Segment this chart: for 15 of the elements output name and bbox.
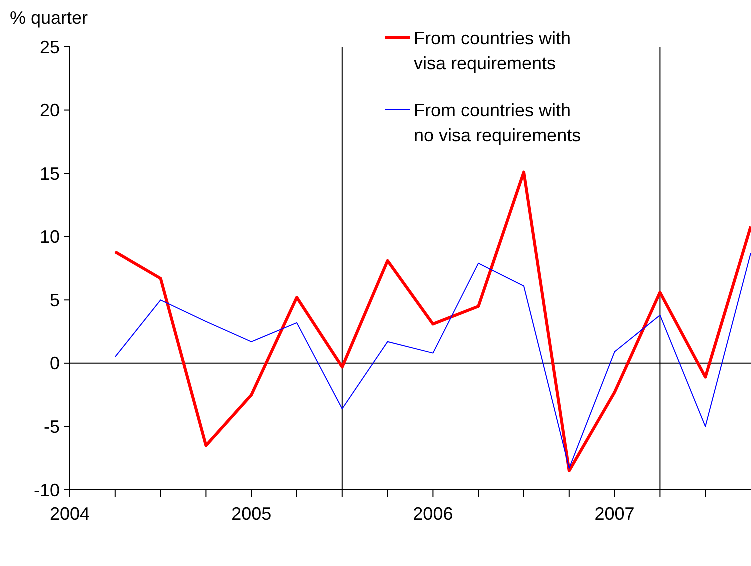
y-tick-label: -10 [34,480,60,500]
y-tick-label: -5 [44,417,60,438]
y-axis-title: % quarter [10,8,88,28]
y-tick-label: 25 [40,37,60,58]
y-tick-label: 10 [40,227,60,248]
y-tick-label: 15 [40,164,60,184]
legend-label: From countries with visa requirements [414,28,572,74]
y-tick-label: 20 [40,100,60,121]
x-tick-label: 2005 [232,504,272,524]
y-tick-label: 5 [50,290,60,310]
legend-label: From countries with no visa requirements [414,100,582,146]
x-tick-label: 2006 [413,504,454,524]
x-tick-label: 2004 [50,504,90,524]
x-tick-label: 2007 [594,504,635,524]
y-tick-label: 0 [50,354,60,374]
